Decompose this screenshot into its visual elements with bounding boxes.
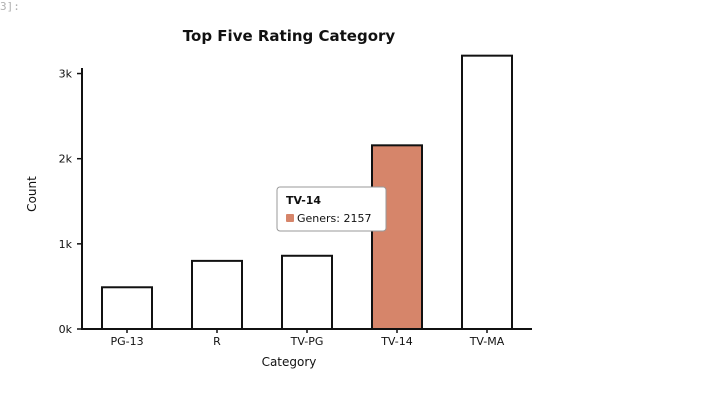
x-tick-label: R xyxy=(213,335,221,348)
x-axis-ticks: PG-13 R TV-PG TV-14 TV-MA xyxy=(110,329,505,348)
tooltip-title: TV-14 xyxy=(286,194,321,207)
y-axis-ticks: 0k 1k 2k 3k xyxy=(59,68,82,336)
x-axis-label: Category xyxy=(262,355,317,369)
chart-title: Top Five Rating Category xyxy=(183,27,396,45)
cell-label: 3]: xyxy=(0,0,20,13)
bar-pg-13[interactable] xyxy=(101,286,153,330)
x-tick-label: TV-MA xyxy=(469,335,505,348)
x-tick-label: PG-13 xyxy=(110,335,143,348)
tooltip-series-swatch xyxy=(286,214,294,222)
bar-tv-pg[interactable] xyxy=(281,254,333,330)
tooltip-value: Geners: 2157 xyxy=(297,212,371,225)
bar-r[interactable] xyxy=(191,259,243,330)
tooltip-box xyxy=(276,186,387,232)
chart-tooltip: TV-14 Geners: 2157 xyxy=(276,186,387,232)
x-tick-label: TV-14 xyxy=(380,335,413,348)
y-axis-label: Count xyxy=(25,176,39,212)
x-tick-label: TV-PG xyxy=(290,335,324,348)
y-tick-label: 2k xyxy=(59,153,73,166)
y-tick-label: 1k xyxy=(59,238,73,251)
bar-tv-14[interactable] xyxy=(371,144,423,330)
y-tick-label: 3k xyxy=(59,68,73,81)
bar-tv-ma[interactable] xyxy=(461,54,513,330)
y-tick-label: 0k xyxy=(59,323,73,336)
